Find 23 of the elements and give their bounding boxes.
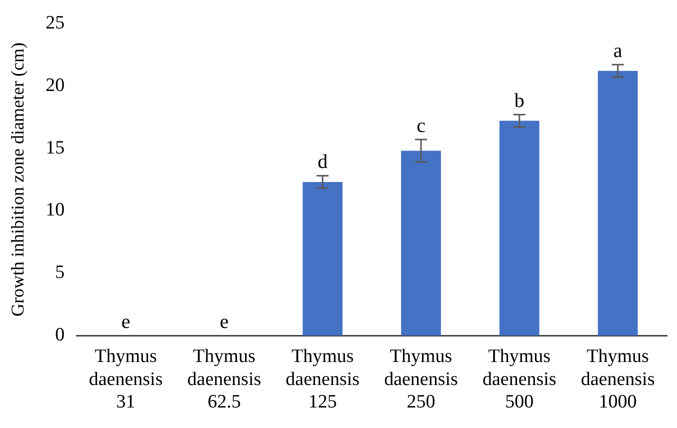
y-axis-title: Growth inhibition zone diameter (cm) xyxy=(8,42,28,316)
annotation: e xyxy=(220,310,229,333)
y-tick-label: 5 xyxy=(55,262,65,284)
annotation: a xyxy=(613,40,622,62)
y-tick-label: 20 xyxy=(46,74,65,96)
annotation: c xyxy=(416,114,426,137)
annotation: b xyxy=(514,90,524,112)
x-tick-label: Thymus daenensis 1000 xyxy=(580,346,655,413)
x-tick-label: Thymus daenensis 500 xyxy=(482,346,556,413)
y-tick-label: 25 xyxy=(46,12,65,34)
y-tick-label: 0 xyxy=(55,324,65,346)
x-tick-label: Thymus daenensis 62.5 xyxy=(187,346,262,413)
annotation: e xyxy=(121,310,130,333)
bar xyxy=(598,70,638,336)
y-tick-label: 15 xyxy=(46,137,65,158)
bar xyxy=(401,150,441,336)
y-tick-label: 10 xyxy=(46,200,65,221)
annotation: d xyxy=(318,151,328,174)
x-tick-label: Thymus daenensis 31 xyxy=(88,346,163,413)
bar xyxy=(499,120,540,336)
x-tick-label: Thymus daenensis 250 xyxy=(384,346,458,413)
x-tick-label: Thymus daenensis 125 xyxy=(286,346,360,413)
bar xyxy=(302,182,343,336)
